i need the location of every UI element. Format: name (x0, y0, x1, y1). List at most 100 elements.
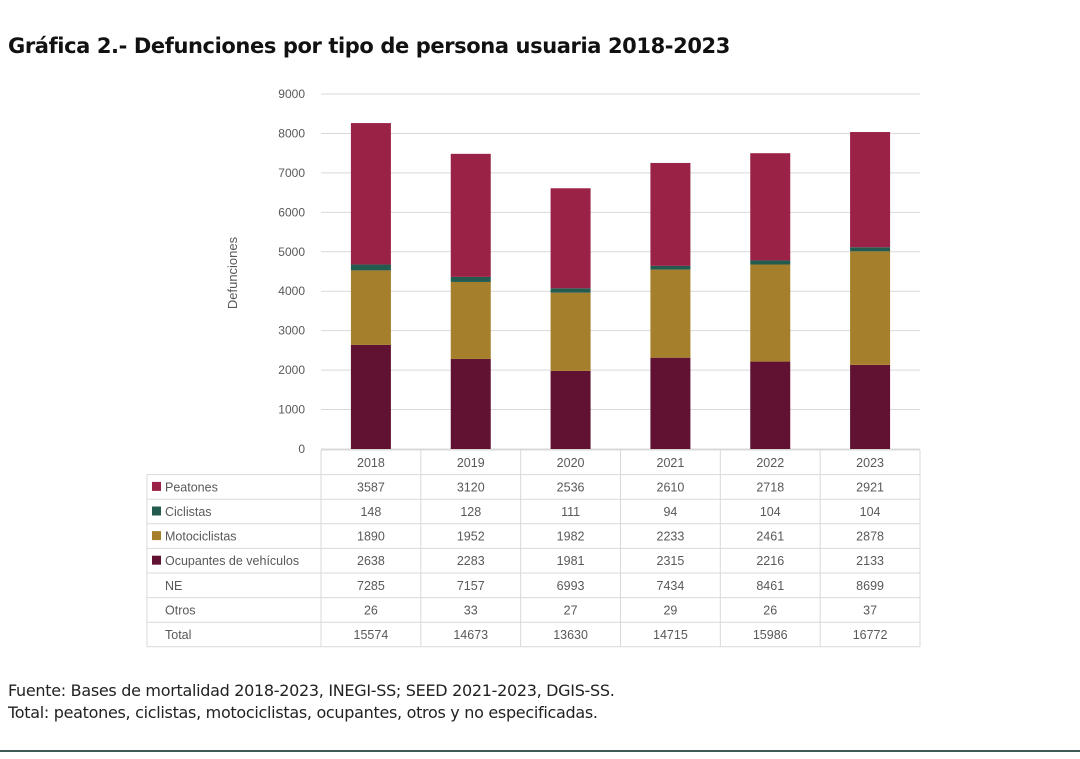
table-cell-value: 8699 (856, 579, 884, 593)
bars (350, 123, 891, 449)
table-cell-value: 2878 (856, 530, 884, 544)
y-tick-label: 8000 (278, 126, 305, 140)
bar-segment-ciclistas-2022 (750, 260, 791, 265)
chart-title: Gráfica 2.- Defunciones por tipo de pers… (8, 34, 730, 58)
table-cell-value: 13630 (553, 628, 588, 642)
x-tick-label: 2018 (357, 456, 385, 470)
bar-segment-peatones-2023 (850, 132, 891, 248)
table-cell-value: 29 (663, 603, 677, 617)
data-table: 2018 2019 2020 2021 2022 2023 Peatones 3587 3120… (146, 449, 921, 648)
y-tick-label: 5000 (278, 245, 305, 259)
bar-segment-ciclistas-2020 (550, 288, 591, 293)
table-row-label: Ciclistas (165, 505, 212, 519)
bar-segment-ciclistas-2019 (450, 276, 491, 282)
x-tick-label: 2021 (657, 456, 685, 470)
table-row-label: NE (165, 579, 182, 593)
y-tick-label: 6000 (278, 205, 305, 219)
legend-swatch (152, 506, 161, 516)
stacked-bar-chart: 0 1000 2000 3000 4000 5000 6000 7000 8000 9000 De… (146, 87, 921, 648)
bar-segment-peatones-2020 (550, 188, 591, 289)
table-row-label: Total (165, 628, 191, 642)
bar-segment-ciclistas-2023 (850, 247, 891, 252)
x-tick-label: 2022 (756, 456, 784, 470)
bar-segment-ocupantes-de-veh-culos-2021 (650, 357, 691, 449)
table-cell-value: 8461 (756, 579, 784, 593)
x-tick-label: 2019 (457, 456, 485, 470)
table-cell-value: 26 (763, 603, 777, 617)
table-cell-value: 1982 (557, 530, 585, 544)
bar-segment-peatones-2022 (750, 153, 791, 261)
bar-segment-ocupantes-de-veh-culos-2022 (750, 361, 791, 449)
table-cell-value: 14673 (453, 628, 488, 642)
table-cell-value: 6993 (557, 579, 585, 593)
table-cell-value: 37 (863, 603, 877, 617)
table-cell-value: 2921 (856, 480, 884, 494)
bar-segment-ocupantes-de-veh-culos-2023 (850, 364, 891, 449)
table-cell-value: 148 (360, 505, 381, 519)
total-note: Total: peatones, ciclistas, motociclista… (8, 703, 598, 722)
y-tick-label: 4000 (278, 284, 305, 298)
gridlines (321, 93, 920, 450)
bottom-divider (0, 750, 1080, 752)
bar-segment-ciclistas-2021 (650, 265, 691, 270)
y-tick-label: 7000 (278, 166, 305, 180)
table-cell-value: 2133 (856, 554, 884, 568)
table-cell-value: 2233 (657, 530, 685, 544)
table-cell-value: 2718 (756, 480, 784, 494)
table-row-label: Otros (165, 603, 196, 617)
table-cell-value: 1890 (357, 530, 385, 544)
x-tick-label: 2020 (557, 456, 585, 470)
table-row-label: Peatones (165, 480, 218, 494)
table-cell-value: 2536 (557, 480, 585, 494)
legend-swatch (152, 481, 161, 491)
table-cell-value: 1981 (557, 554, 585, 568)
table-cell-value: 1952 (457, 530, 485, 544)
table-cell-value: 2283 (457, 554, 485, 568)
table-cell-value: 15986 (753, 628, 788, 642)
table-row-label: Ocupantes de vehículos (165, 554, 299, 568)
table-cell-value: 104 (760, 505, 781, 519)
bar-segment-motociclistas-2023 (850, 251, 891, 365)
bar-segment-motociclistas-2020 (550, 292, 591, 371)
source-note: Fuente: Bases de mortalidad 2018-2023, I… (8, 681, 615, 700)
legend-swatch (152, 531, 161, 541)
bar-segment-ocupantes-de-veh-culos-2018 (350, 344, 391, 449)
y-tick-label: 1000 (278, 403, 305, 417)
bar-segment-motociclistas-2019 (450, 281, 491, 359)
y-axis-label: Defunciones (225, 236, 240, 309)
table-row-label: Motociclistas (165, 530, 237, 544)
footnotes: Fuente: Bases de mortalidad 2018-2023, I… (8, 680, 615, 724)
y-tick-label: 2000 (278, 363, 305, 377)
table-cell-value: 3120 (457, 480, 485, 494)
bar-segment-motociclistas-2021 (650, 269, 691, 358)
bar-segment-ciclistas-2018 (350, 264, 391, 271)
table-cell-value: 16772 (853, 628, 888, 642)
bar-segment-peatones-2019 (450, 153, 491, 277)
table-cell-value: 15574 (354, 628, 389, 642)
table-cell-value: 14715 (653, 628, 688, 642)
bar-segment-motociclistas-2022 (750, 264, 791, 362)
bar-segment-motociclistas-2018 (350, 270, 391, 345)
table-cell-value: 94 (663, 505, 677, 519)
table-cell-value: 27 (564, 603, 578, 617)
table-cell-value: 104 (860, 505, 881, 519)
bar-segment-ocupantes-de-veh-culos-2020 (550, 370, 591, 449)
table-cell-value: 2461 (756, 530, 784, 544)
bar-segment-peatones-2021 (650, 162, 691, 266)
table-cell-value: 33 (464, 603, 478, 617)
table-cell-value: 2610 (657, 480, 685, 494)
legend-swatch (152, 555, 161, 565)
y-axis-ticks: 0 1000 2000 3000 4000 5000 6000 7000 8000 9000 (278, 87, 305, 456)
y-tick-label: 3000 (278, 324, 305, 338)
table-cell-value: 2216 (756, 554, 784, 568)
bar-segment-ocupantes-de-veh-culos-2019 (450, 358, 491, 449)
table-cell-value: 26 (364, 603, 378, 617)
y-tick-label: 0 (298, 442, 305, 456)
table-cell-value: 7434 (657, 579, 685, 593)
table-cell-value: 111 (561, 505, 580, 519)
table-cell-value: 2315 (657, 554, 685, 568)
table-cell-value: 2638 (357, 554, 385, 568)
table-cell-value: 7157 (457, 579, 485, 593)
table-cell-value: 3587 (357, 480, 385, 494)
bar-segment-peatones-2018 (350, 123, 391, 265)
